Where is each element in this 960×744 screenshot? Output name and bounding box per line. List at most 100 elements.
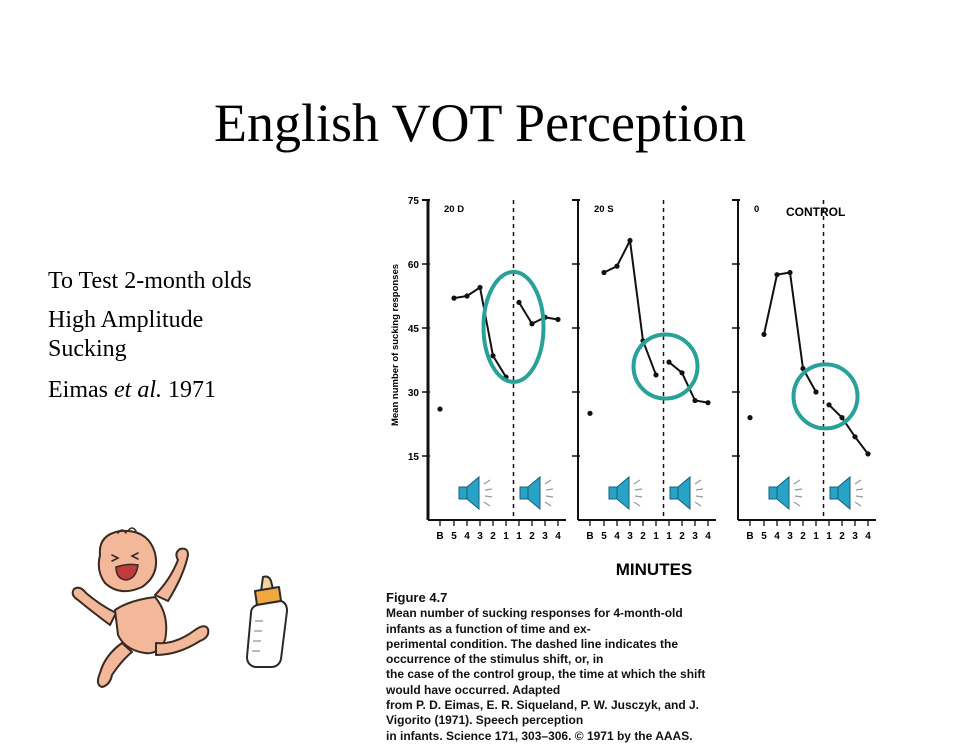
bottle-body [246, 600, 288, 668]
pre-shift-point [813, 389, 819, 395]
post-shift-point [865, 451, 871, 457]
highlight-circle [631, 332, 700, 401]
post-shift-point [555, 316, 561, 323]
x-tick-label: B [436, 531, 443, 542]
panel-label: 20 D [444, 204, 464, 215]
post-shift-series-line [518, 301, 559, 326]
x-tick-label: 5 [761, 531, 767, 542]
pre-shift-point [451, 295, 457, 301]
x-tick-label: 3 [692, 531, 698, 542]
citation-author: Eimas [48, 377, 114, 403]
sound-waves [483, 479, 493, 507]
baby-eye-right [130, 552, 139, 560]
pre-shift-point [774, 272, 780, 278]
sound-waves [854, 479, 864, 507]
speaker-body [519, 486, 529, 500]
highlight-circle [791, 362, 860, 431]
speaker-icon [608, 475, 643, 511]
panel-label-control: CONTROL [786, 205, 845, 219]
pre-shift-point [627, 237, 633, 244]
baby-leg-right [155, 625, 210, 656]
x-tick-label: 4 [614, 531, 620, 542]
speaker-icon [768, 475, 803, 511]
speaker-body [829, 486, 839, 500]
x-tick-label: 3 [542, 531, 548, 542]
panel-label: 0 [754, 204, 759, 215]
x-tick-label: 1 [653, 531, 659, 542]
speaker-cone [837, 475, 851, 511]
x-tick-label: 1 [516, 531, 522, 542]
highlight-ellipse [481, 269, 546, 384]
pre-shift-series-line [453, 285, 507, 378]
x-tick-label: 2 [839, 531, 845, 542]
post-shift-point [679, 370, 685, 376]
x-tick-label: 3 [852, 531, 858, 542]
x-tick-label: B [586, 531, 593, 542]
x-tick-label: 2 [490, 531, 496, 542]
pre-shift-point [653, 372, 659, 378]
pre-shift-point [614, 263, 620, 269]
x-tick-label: 4 [865, 531, 871, 542]
x-tick-label: 1 [826, 531, 832, 542]
baby-body [114, 596, 168, 655]
speaker-icon [458, 475, 493, 511]
post-shift-point [826, 402, 832, 408]
caption-line: Mean number of sucking responses for 4-m… [386, 606, 683, 636]
caption-line: perimental condition. The dashed line in… [386, 636, 679, 667]
post-shift-series-line [828, 404, 869, 455]
citation-etal: et al. [114, 377, 162, 403]
speaker-cone [527, 475, 541, 511]
baseline-point [587, 410, 593, 416]
speaker-icon [669, 475, 704, 511]
x-tick-label: 3 [477, 531, 483, 542]
x-tick-label: 3 [787, 531, 793, 542]
panel-label: 20 S [594, 204, 614, 215]
x-tick-label: 4 [774, 531, 780, 542]
baby-head [97, 529, 158, 593]
baby-hair [117, 527, 137, 534]
x-tick-label: 1 [666, 531, 672, 542]
x-tick-label: 1 [813, 531, 819, 542]
bullet-test-age: To Test 2-month olds [48, 268, 252, 294]
baseline-point [747, 415, 753, 421]
bullet-citation: Eimas et al. 1971 [48, 376, 348, 405]
pre-shift-point [601, 269, 607, 276]
sound-waves [544, 479, 554, 507]
x-tick-label: B [746, 531, 753, 542]
x-tick-label: 1 [503, 531, 509, 542]
x-tick-label: 4 [555, 531, 561, 542]
speaker-icon [519, 475, 554, 511]
x-tick-label: 4 [464, 531, 470, 542]
speaker-cone [466, 475, 480, 511]
baby-leg-left [96, 642, 133, 688]
sucking-response-chart: Mean number of sucking responses 1530456… [390, 196, 876, 579]
x-tick-label: 2 [679, 531, 685, 542]
post-shift-point [852, 434, 858, 440]
y-tick-label: 15 [408, 452, 420, 463]
x-axis-label: MINUTES [616, 560, 693, 579]
bullet-list: To Test 2-month olds High Amplitude Suck… [48, 267, 348, 415]
x-tick-label: 5 [601, 531, 607, 542]
baby-clipart [71, 527, 210, 688]
baby-eye-left [111, 554, 120, 562]
caption-line: from P. D. Eimas, E. R. Siqueland, P. W.… [386, 698, 699, 728]
pre-shift-series-line [763, 271, 817, 393]
citation-year: 1971 [162, 377, 216, 403]
pre-shift-series-line [603, 237, 657, 376]
speaker-body [608, 486, 618, 500]
speaker-body [768, 486, 778, 500]
bullet-method: High Amplitude Sucking [48, 306, 348, 364]
speaker-cone [677, 475, 691, 511]
y-tick-label: 45 [408, 324, 420, 335]
baby-bottle-clipart [246, 575, 288, 668]
y-tick-label: 60 [408, 260, 420, 271]
x-tick-label: 2 [640, 531, 646, 542]
baseline-point [437, 406, 443, 412]
sound-waves [694, 479, 704, 507]
y-tick-label: 75 [408, 196, 420, 207]
post-shift-point [692, 397, 698, 404]
figure-caption: Figure 4.7 Mean number of sucking respon… [386, 590, 721, 744]
x-tick-label: 2 [800, 531, 806, 542]
x-tick-label: 3 [627, 531, 633, 542]
